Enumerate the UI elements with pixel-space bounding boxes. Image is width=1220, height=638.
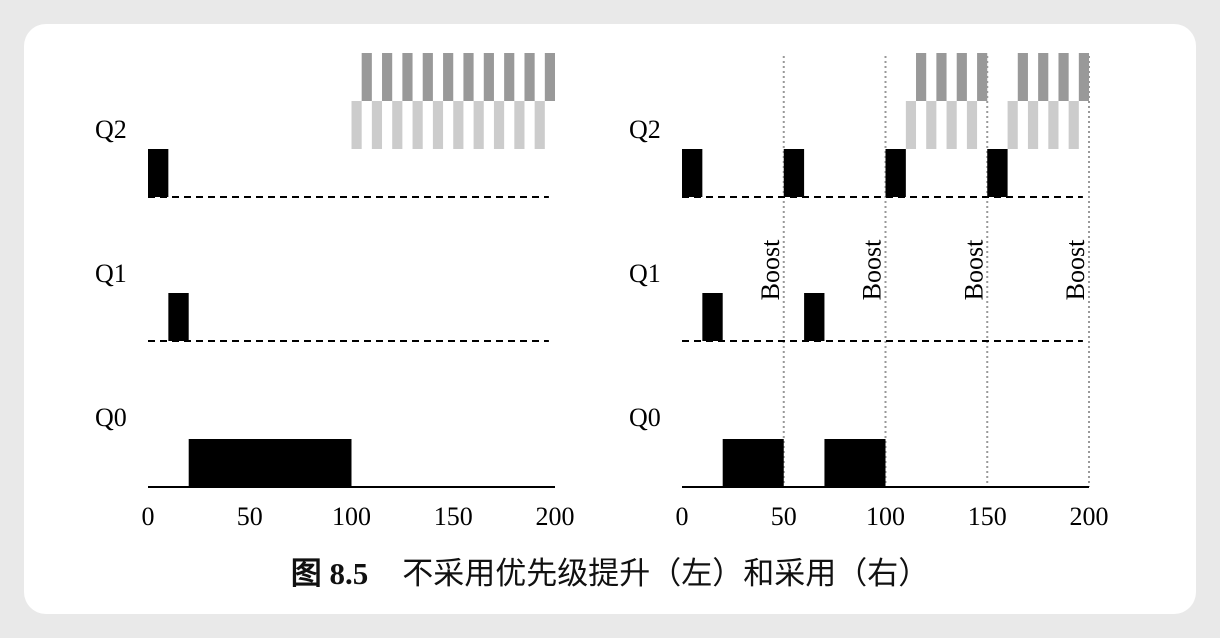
left-interactive-lower-slice-0-120: [392, 101, 403, 149]
left-q0-label: Q0: [95, 403, 127, 432]
right-q2-label: Q2: [629, 115, 661, 144]
left-interactive-upper-slice-1-115: [382, 53, 393, 101]
right-interactive-upper-slice-1-125: [936, 53, 947, 101]
left-interactive-lower-slice-0-130: [412, 101, 423, 149]
left-interactive-upper-slice-1-185: [524, 53, 535, 101]
figure-caption: 图 8.5 不采用优先级提升（左）和采用（右）: [0, 548, 1220, 593]
right-boost-label-50: Boost: [756, 239, 785, 300]
left-interactive-lower-slice-0-140: [432, 101, 444, 149]
right-job-segment-5: [824, 439, 886, 487]
right-boost-label-200: Boost: [1061, 239, 1090, 300]
left-interactive-lower-slice-0-160: [473, 101, 484, 149]
left-interactive-lower-slice-0-110: [371, 101, 383, 149]
right-interactive-upper-slice-3-195: [1078, 53, 1089, 101]
right-job-segment-6: [885, 149, 906, 197]
right-interactive-lower-slice-2-170: [1027, 101, 1039, 149]
left-x-tick-200: 200: [536, 502, 575, 531]
left-interactive-lower-slice-0-150: [453, 101, 464, 149]
right-x-tick-150: 150: [968, 502, 1007, 531]
left-interactive-upper-slice-1-145: [443, 53, 454, 101]
right-q1-label: Q1: [629, 259, 661, 288]
left-x-tick-50: 50: [237, 502, 263, 531]
right-job-segment-4: [804, 293, 825, 341]
right-job-segment-2: [722, 439, 784, 487]
left-job-segment-0: [148, 149, 169, 197]
left-interactive-upper-slice-1-155: [463, 53, 474, 101]
right-interactive-lower-slice-2-190: [1068, 101, 1079, 149]
left-job-segment-1: [168, 293, 189, 341]
right-boost-label-100: Boost: [858, 239, 887, 300]
right-job-segment-0: [682, 149, 703, 197]
caption-text: 不采用优先级提升（左）和采用（右）: [402, 556, 930, 591]
left-interactive-upper-slice-1-105: [361, 53, 372, 101]
right-job-segment-1: [702, 293, 723, 341]
left-interactive-lower-slice-0-170: [493, 101, 505, 149]
right-boost-label-150: Boost: [959, 239, 988, 300]
right-interactive-lower-slice-0-140: [966, 101, 978, 149]
right-x-tick-50: 50: [771, 502, 797, 531]
figure-card: [24, 24, 1196, 614]
left-job-segment-2: [188, 439, 352, 487]
right-interactive-upper-slice-1-145: [977, 53, 988, 101]
right-job-segment-7: [987, 149, 1008, 197]
right-x-tick-100: 100: [866, 502, 905, 531]
right-interactive-lower-slice-2-160: [1007, 101, 1018, 149]
right-interactive-lower-slice-0-130: [946, 101, 957, 149]
left-q1-label: Q1: [95, 259, 127, 288]
left-x-tick-0: 0: [142, 502, 155, 531]
left-interactive-upper-slice-1-175: [504, 53, 515, 101]
left-interactive-lower-slice-0-100: [351, 101, 362, 149]
left-interactive-upper-slice-1-135: [422, 53, 433, 101]
right-interactive-upper-slice-3-165: [1017, 53, 1028, 101]
right-interactive-lower-slice-2-180: [1048, 101, 1059, 149]
left-q2-label: Q2: [95, 115, 127, 144]
right-job-segment-3: [783, 149, 805, 197]
right-interactive-upper-slice-3-175: [1038, 53, 1049, 101]
right-interactive-upper-slice-1-135: [956, 53, 967, 101]
left-x-tick-100: 100: [332, 502, 371, 531]
left-interactive-upper-slice-1-125: [402, 53, 413, 101]
left-interactive-upper-slice-1-195: [544, 53, 555, 101]
left-interactive-upper-slice-1-165: [483, 53, 494, 101]
left-interactive-lower-slice-0-190: [534, 101, 545, 149]
right-interactive-lower-slice-0-110: [905, 101, 917, 149]
right-interactive-upper-slice-3-185: [1058, 53, 1069, 101]
left-interactive-lower-slice-0-180: [514, 101, 525, 149]
caption-number: 图 8.5: [290, 556, 369, 591]
right-q0-label: Q0: [629, 403, 661, 432]
right-interactive-upper-slice-1-115: [916, 53, 927, 101]
left-x-tick-150: 150: [434, 502, 473, 531]
right-interactive-lower-slice-0-120: [926, 101, 937, 149]
right-x-tick-0: 0: [676, 502, 689, 531]
right-x-tick-200: 200: [1070, 502, 1109, 531]
